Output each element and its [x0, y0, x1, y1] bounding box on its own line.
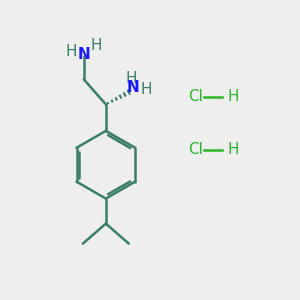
Text: N: N — [127, 80, 140, 95]
Text: H: H — [227, 142, 238, 158]
Text: Cl: Cl — [188, 142, 203, 158]
Text: H: H — [126, 71, 137, 86]
Text: H: H — [66, 44, 77, 59]
Text: N: N — [78, 47, 91, 62]
Text: Cl: Cl — [188, 89, 203, 104]
Text: H: H — [227, 89, 238, 104]
Text: H: H — [140, 82, 152, 97]
Text: H: H — [90, 38, 102, 53]
